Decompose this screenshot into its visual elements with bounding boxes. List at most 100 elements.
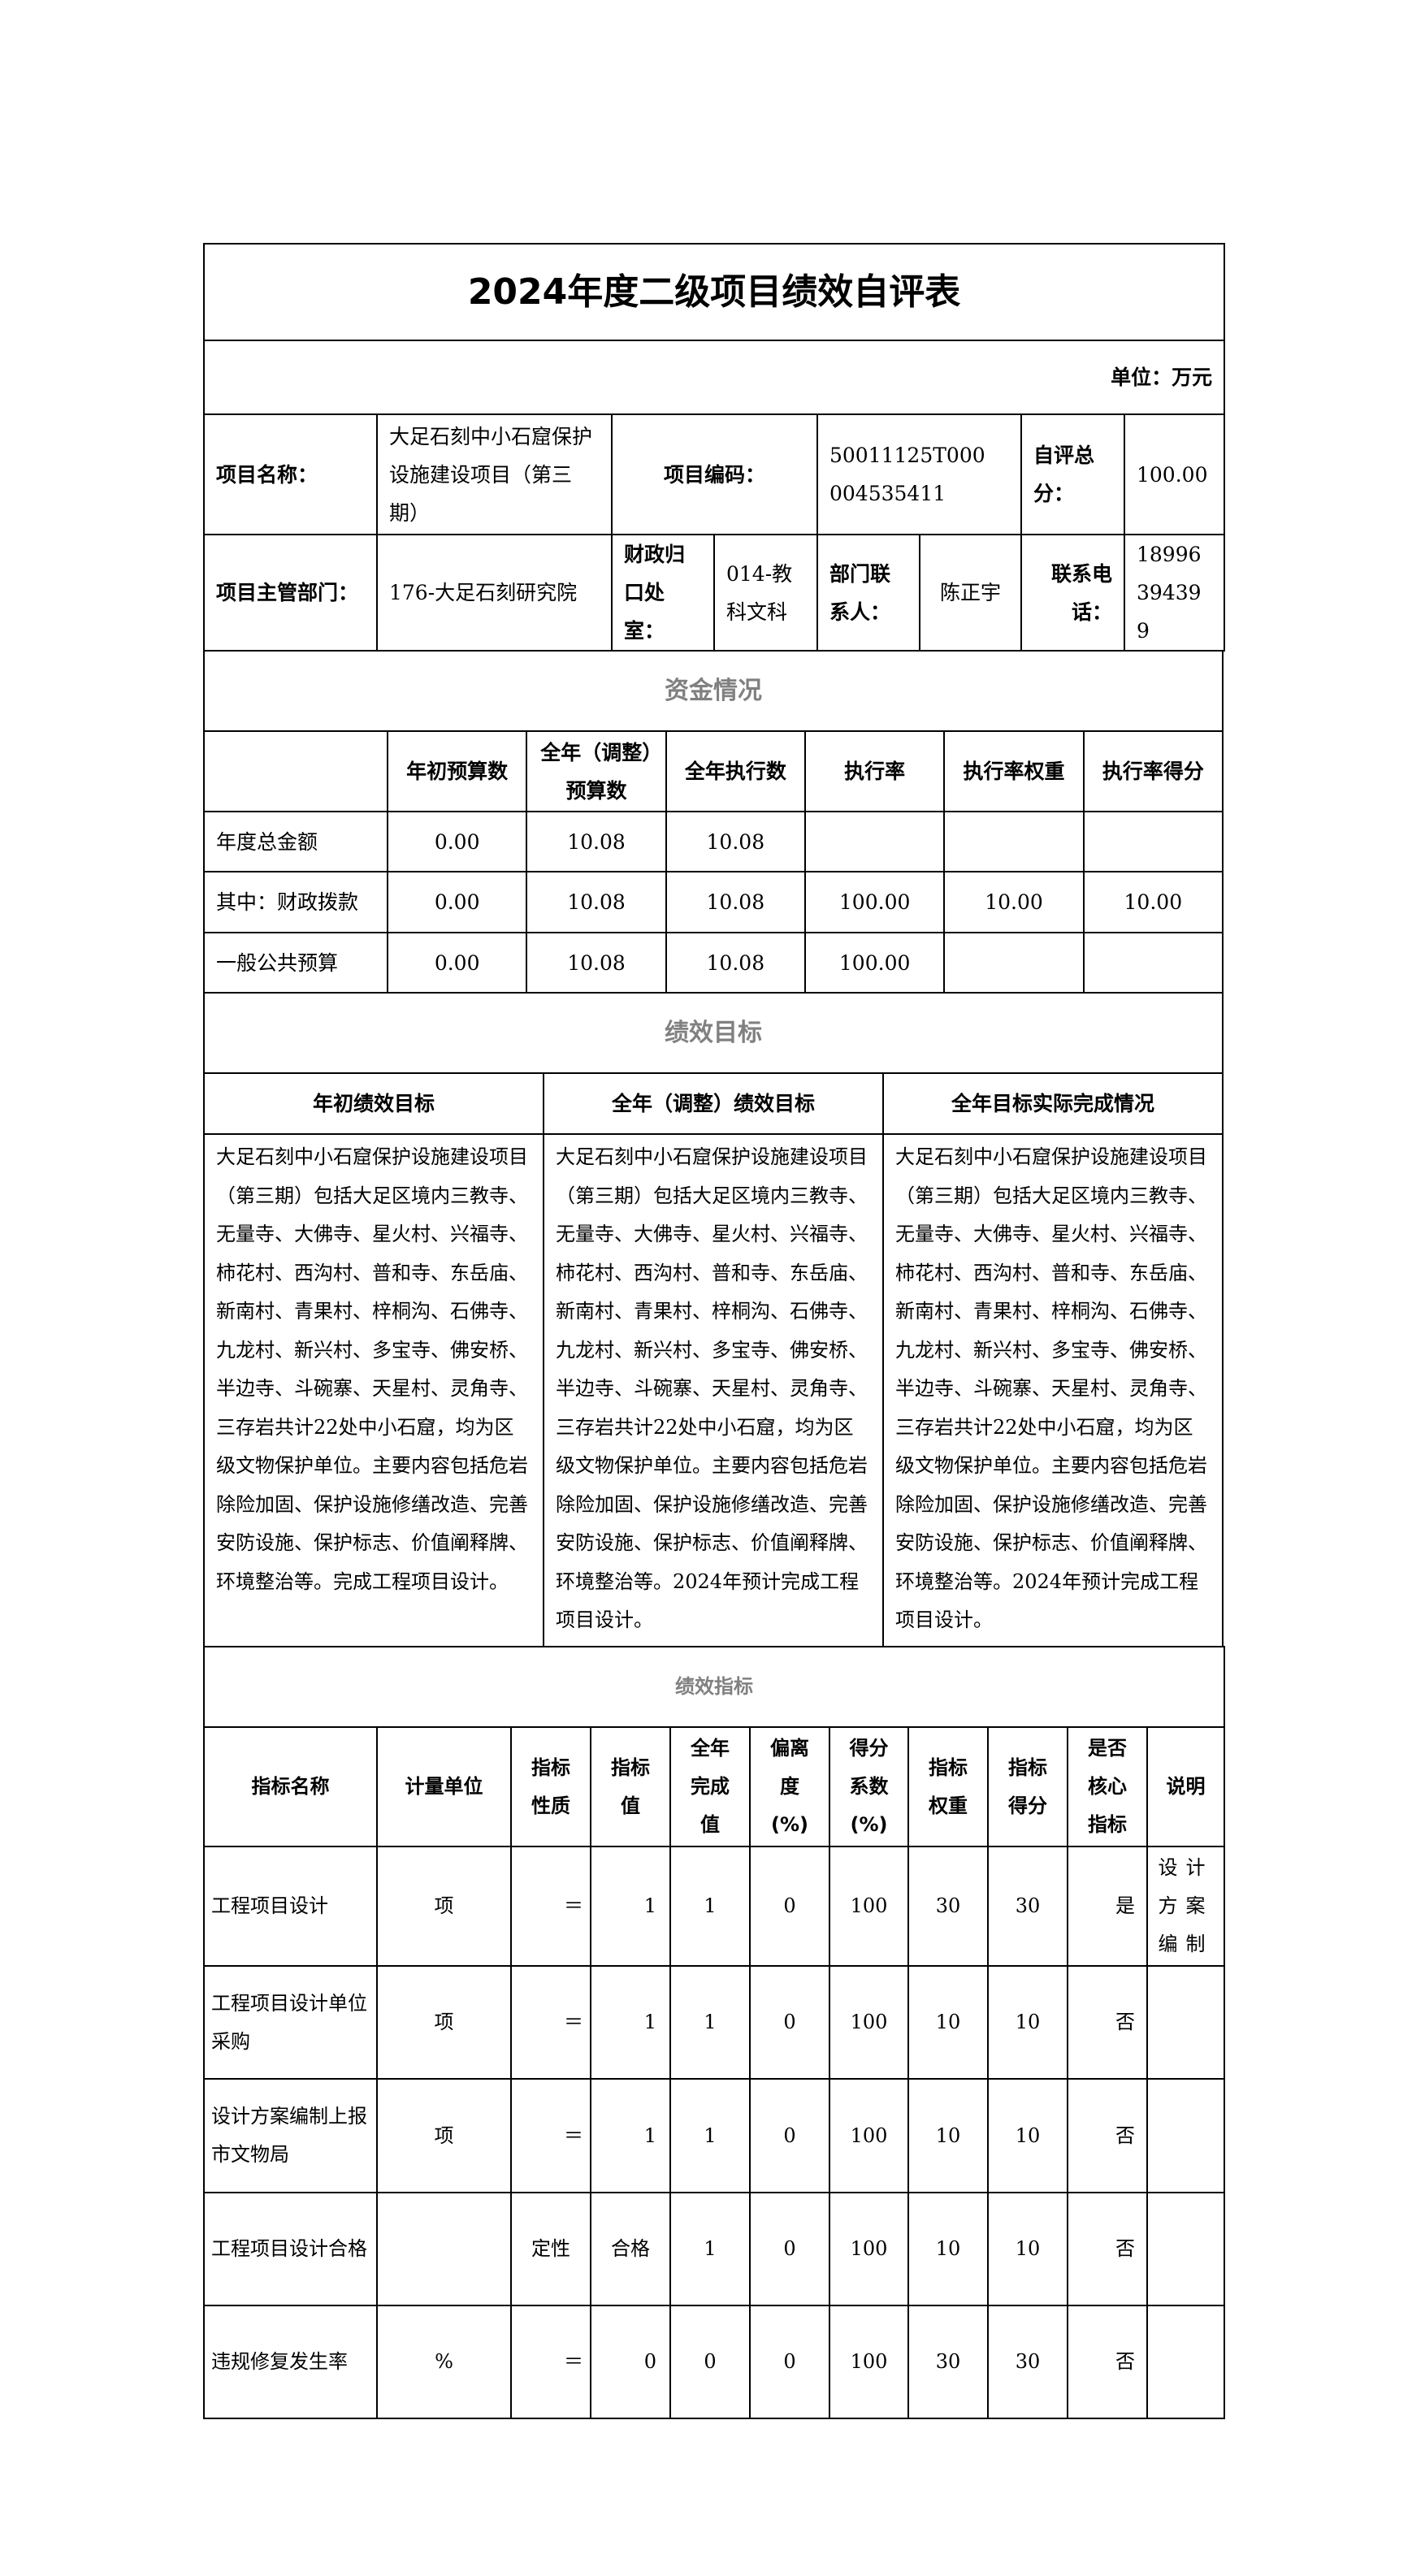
indicator-name: 违规修复发生率 (203, 2305, 378, 2419)
funds-header-cell: 全年（调整）预算数 (526, 730, 667, 812)
indicator-header-cell: 计量单位 (376, 1726, 512, 1847)
indicator-row: 工程项目设计项＝ 1 1 0 100 30 30 是设计方案编制 (203, 1846, 1226, 1967)
indicator-cell: 100 (829, 2305, 909, 2419)
finance: 014-教科文科 (713, 534, 818, 652)
project-code: 50011125T000004535411 (816, 413, 1022, 535)
indicator-cell: 设计方案编制 (1146, 1846, 1226, 1967)
indicator-header-cell: 指标得分 (987, 1726, 1068, 1847)
indicator-header-cell: 指标名称 (203, 1726, 378, 1847)
goal-actual-text: 大足石刻中小石窟保护设施建设项目（第三期）包括大足区境内三教寺、无量寺、大佛寺、… (882, 1133, 1224, 1647)
indicator-cell: 1 (669, 1846, 751, 1967)
goal-header-initial: 年初绩效目标 (203, 1072, 544, 1135)
indicator-name: 工程项目设计合格 (203, 2192, 378, 2306)
indicator-header-cell: 指标权重 (907, 1726, 989, 1847)
contact-label: 部门联系人： (816, 534, 920, 652)
indicator-cell (1146, 1965, 1226, 2080)
indicator-name: 设计方案编制上报市文物局 (203, 2078, 378, 2193)
indicator-cell: 项 (376, 1965, 512, 2080)
indicator-cell: 0 (669, 2305, 751, 2419)
indicator-cell: 1 (590, 1965, 671, 2080)
funds-row-label: 一般公共预算 (203, 932, 388, 994)
indicator-header-cell: 得分系数(%) (829, 1726, 909, 1847)
indicator-cell: ＝ (510, 1846, 591, 1967)
indicators-table: 绩效指标 指标名称 计量单位 指标性质 指标值 全年完成值 偏离度(%) 得分系数(%) 指标… (202, 1646, 1226, 2419)
indicator-cell: 100 (829, 2078, 909, 2193)
indicators-section-title: 绩效指标 (202, 1646, 1226, 1728)
indicator-cell: 0 (590, 2305, 671, 2419)
indicator-cell: 100 (829, 2192, 909, 2306)
funds-cell: 0.00 (386, 811, 528, 872)
funds-row: 其中：财政拨款 0.00 10.08 10.08 100.00 10.00 10.00 (203, 871, 1224, 933)
indicator-header-cell: 全年完成值 (669, 1726, 751, 1847)
indicator-cell: ＝ (510, 2078, 591, 2193)
funds-cell: 10.08 (526, 811, 667, 872)
funds-table: 资金情况 年初预算数 全年（调整）预算数 全年执行数 执行率 执行率权重 执行率得分 年度… (203, 650, 1224, 994)
indicator-cell: 10 (987, 1965, 1068, 2080)
indicator-header-cell: 指标性质 (510, 1726, 591, 1847)
indicator-cell: 定性 (510, 2192, 591, 2306)
indicator-cell: ＝ (510, 2305, 591, 2419)
indicator-cell: 10 (907, 2078, 989, 2193)
funds-cell (1082, 932, 1224, 994)
indicator-header-cell: 是否核心指标 (1067, 1726, 1148, 1847)
dept-label: 项目主管部门： (203, 534, 378, 652)
indicator-cell: 0 (749, 1965, 830, 2080)
contact: 陈正宇 (919, 534, 1022, 652)
funds-cell: 10.00 (943, 871, 1085, 933)
funds-row-label: 其中：财政拨款 (203, 871, 388, 933)
funds-header-cell: 全年执行数 (665, 730, 806, 812)
phone: 18996394399 (1123, 534, 1226, 652)
funds-header-cell: 执行率 (803, 730, 946, 812)
indicator-cell: 30 (907, 1846, 989, 1967)
funds-cell: 0.00 (386, 871, 528, 933)
project-name: 大足石刻中小石窟保护设施建设项目（第三期） (376, 413, 613, 535)
finance-label: 财政归口处室： (611, 534, 715, 652)
indicator-cell: 否 (1067, 1965, 1148, 2080)
indicator-cell (1146, 2305, 1226, 2419)
indicator-cell: 否 (1067, 2192, 1148, 2306)
indicator-cell: 10 (907, 1965, 989, 2080)
indicator-cell: 项 (376, 1846, 512, 1967)
indicator-row: 设计方案编制上报市文物局项＝ 1 1 0 100 10 10 否 (203, 2078, 1226, 2193)
indicator-cell: 10 (987, 2078, 1068, 2193)
indicator-cell: 30 (987, 1846, 1068, 1967)
funds-row-label: 年度总金额 (203, 811, 388, 872)
indicator-cell: 0 (749, 2078, 830, 2193)
indicator-cell: 否 (1067, 2078, 1148, 2193)
goal-initial-text: 大足石刻中小石窟保护设施建设项目（第三期）包括大足区境内三教寺、无量寺、大佛寺、… (203, 1133, 544, 1647)
funds-cell (803, 811, 946, 872)
funds-cell: 10.00 (1082, 871, 1224, 933)
score: 100.00 (1123, 413, 1226, 535)
indicator-cell (1146, 2192, 1226, 2306)
project-name-label: 项目名称： (203, 413, 378, 535)
indicator-cell: 1 (669, 1965, 751, 2080)
evaluation-form: 2024年度二级项目绩效自评表 单位：万元 项目名称： 大足石刻中小石窟保护设施… (202, 243, 1226, 2419)
funds-header-cell: 年初预算数 (386, 730, 528, 812)
unit-label: 单位：万元 (202, 340, 1226, 415)
project-code-label: 项目编码： (611, 413, 818, 535)
indicator-cell: 100 (829, 1846, 909, 1967)
funds-cell (943, 932, 1085, 994)
funds-row: 一般公共预算 0.00 10.08 10.08 100.00 (203, 932, 1224, 994)
indicator-header-cell: 指标值 (590, 1726, 671, 1847)
funds-cell: 100.00 (803, 932, 946, 994)
indicator-cell: 30 (987, 2305, 1068, 2419)
phone-label: 联系电话： (1020, 534, 1125, 652)
indicator-cell: 10 (987, 2192, 1068, 2306)
goal-header-actual: 全年目标实际完成情况 (882, 1072, 1224, 1135)
indicator-row: 工程项目设计合格 定性 合格 1 0 100 10 10 否 (203, 2192, 1226, 2306)
funds-cell: 100.00 (803, 871, 946, 933)
indicator-cell: 1 (669, 2192, 751, 2306)
indicator-cell: 1 (590, 1846, 671, 1967)
dept: 176-大足石刻研究院 (376, 534, 613, 652)
indicator-cell: 合格 (590, 2192, 671, 2306)
funds-cell: 10.08 (665, 811, 806, 872)
indicator-cell: 30 (907, 2305, 989, 2419)
funds-header-cell (203, 730, 388, 812)
funds-cell: 10.08 (526, 932, 667, 994)
funds-header-cell: 执行率得分 (1082, 730, 1224, 812)
indicator-header-cell: 说明 (1146, 1726, 1226, 1847)
header-table: 2024年度二级项目绩效自评表 单位：万元 项目名称： 大足石刻中小石窟保护设施… (202, 243, 1226, 652)
indicator-cell: ＝ (510, 1965, 591, 2080)
funds-header-cell: 执行率权重 (943, 730, 1085, 812)
